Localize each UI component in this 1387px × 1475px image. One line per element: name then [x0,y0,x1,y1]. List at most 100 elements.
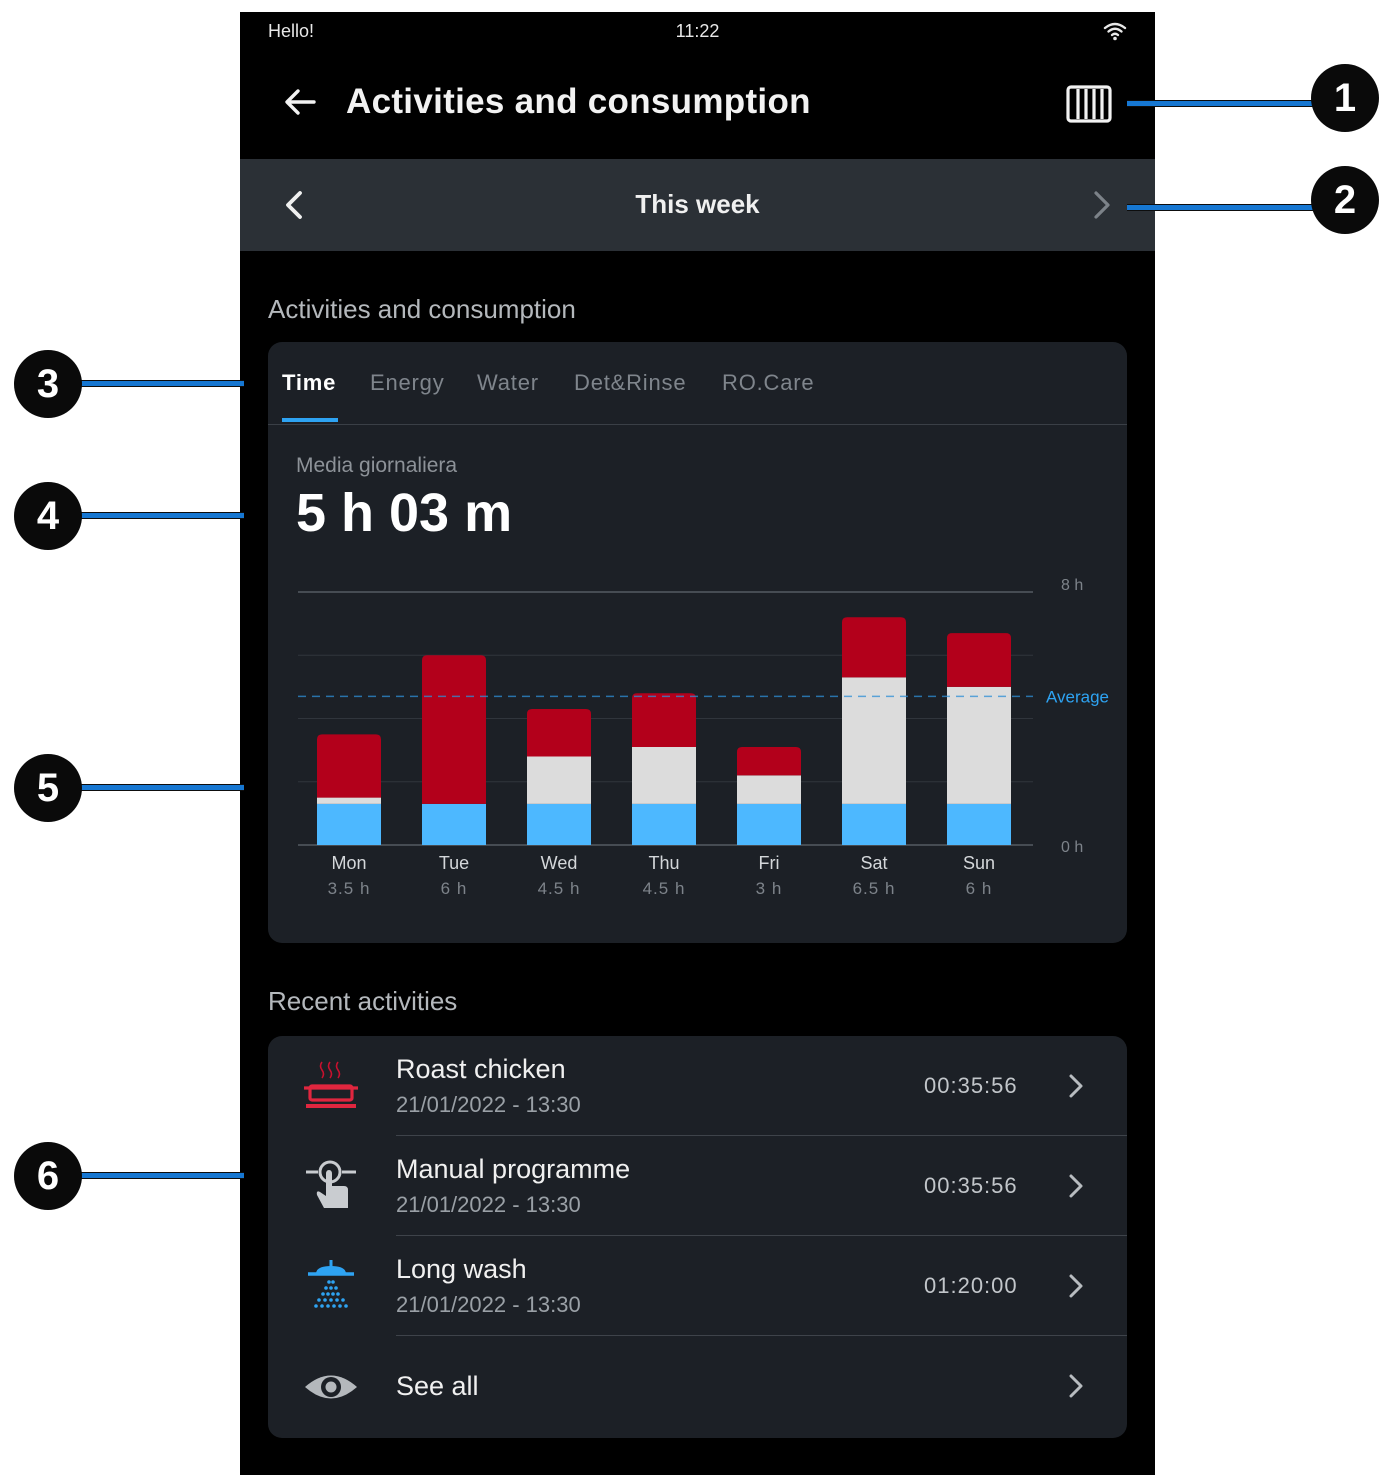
tab-time[interactable]: Time [282,370,337,395]
recent-section-title: Recent activities [268,986,458,1016]
bar-segment [527,756,591,804]
activity-title: Roast chicken [396,1054,566,1084]
bar-value-label: 3 h [756,879,783,898]
average-label: Average [1046,687,1109,706]
bar-segment [842,677,906,804]
callout-6: 6 [14,1142,82,1210]
bar-value-label: 6.5 h [853,879,896,898]
daily-average-caption: Media giornaliera [296,454,458,477]
roasting-pan-icon [304,1061,358,1108]
callout-line-5 [60,784,244,791]
active-tab-indicator [282,418,338,422]
bar-segment [527,709,591,757]
chevron-left-icon[interactable] [280,187,310,223]
x-category-label: Fri [759,853,780,873]
page-title: Activities and consumption [346,82,811,121]
callout-line-3 [60,380,244,387]
y-tick-label-min: 0 h [1061,839,1083,856]
callout-3: 3 [14,350,82,418]
chart-labels: 0 h 8 h Mon 3.5 h Tue 6 h Wed 4.5 h Thu 4.5 h Fri 3… [328,577,1084,898]
bar-segment [737,746,801,776]
recent-activities-list: Roast chicken 21/01/2022 - 13:30 00:35:5… [268,1036,1127,1438]
bar-value-label: 6 h [441,879,468,898]
bar-segment [632,803,696,845]
bar-segment [842,803,906,845]
see-all-row[interactable]: See all [268,1336,1127,1436]
y-tick-label-max: 8 h [1061,577,1083,594]
callout-line-4 [60,512,244,519]
bar-segment [632,746,696,804]
chart-bars [317,617,1011,845]
x-category-label: Sun [963,853,995,873]
activity-duration: 00:35:56 [924,1073,1018,1098]
x-category-label: Tue [439,853,469,873]
bar-segment [842,617,906,678]
bar-value-label: 4.5 h [643,879,686,898]
activity-row-roast-chicken[interactable]: Roast chicken 21/01/2022 - 13:30 00:35:5… [268,1036,1127,1136]
activity-date: 21/01/2022 - 13:30 [396,1292,581,1317]
tab-energy[interactable]: Energy [370,370,445,395]
activity-title: Manual programme [396,1154,631,1184]
device-screen: Hello! 11:22 Activities and consumption [240,12,1155,1475]
stats-section-title: Activities and consumption [268,294,576,324]
status-bar: Hello! 11:22 [240,12,1155,52]
activity-date: 21/01/2022 - 13:30 [396,1092,581,1117]
daily-average-value: 5 h 03 m [296,483,513,543]
weekly-time-chart: Average 0 h 8 h Mon 3.5 h Tue 6 h Wed 4.5 h Thu 4… [298,577,1109,898]
app-header: Activities and consumption [240,54,1155,158]
wifi-icon [1103,22,1127,41]
eye-icon [305,1375,357,1399]
row-divider [396,1235,1127,1236]
activity-date: 21/01/2022 - 13:30 [396,1192,581,1217]
chevron-right-icon [1069,1174,1083,1198]
stats-tabs: Time Energy Water Det&Rinse RO.Care [268,342,1127,425]
activity-duration: 01:20:00 [924,1273,1018,1298]
status-time: 11:22 [675,21,720,41]
machine-selector-icon[interactable] [1066,84,1112,124]
activity-row-manual-programme[interactable]: Manual programme 21/01/2022 - 13:30 00:3… [268,1136,1127,1236]
bar-value-label: 3.5 h [328,879,371,898]
period-label: This week [635,189,760,219]
chevron-right-icon [1069,1274,1083,1298]
x-category-label: Wed [541,853,578,873]
x-category-label: Thu [648,853,679,873]
bar-segment [422,655,486,804]
callout-line-1 [1127,100,1317,107]
callout-5: 5 [14,754,82,822]
callout-4: 4 [14,482,82,550]
activity-row-long-wash[interactable]: Long wash 21/01/2022 - 13:30 01:20:00 [268,1236,1127,1336]
bar-segment [317,797,381,804]
period-selector: This week [240,159,1155,251]
chevron-right-icon [1069,1374,1083,1398]
bar-segment [632,693,696,747]
activity-duration: 00:35:56 [924,1173,1018,1198]
bar-segment [947,803,1011,845]
bar-segment [947,686,1011,804]
bar-segment [527,803,591,845]
chevron-right-icon[interactable] [1086,187,1116,223]
chart-average: Average [298,687,1109,706]
chevron-right-icon [1069,1074,1083,1098]
callout-line-6 [60,1172,244,1179]
callout-1: 1 [1311,64,1379,132]
row-divider [396,1135,1127,1136]
bar-value-label: 4.5 h [538,879,581,898]
callout-line-2 [1127,204,1317,211]
bar-segment [422,803,486,845]
bar-segment [947,633,1011,687]
see-all-label: See all [396,1371,479,1401]
manual-touch-icon [306,1160,356,1208]
bar-segment [317,803,381,845]
bar-segment [317,734,381,798]
x-category-label: Sat [860,853,887,873]
tab-water[interactable]: Water [477,370,539,395]
bar-value-label: 6 h [966,879,993,898]
bar-segment [737,803,801,845]
x-category-label: Mon [331,853,366,873]
back-arrow-icon[interactable] [280,82,320,122]
row-divider [396,1335,1127,1336]
tab-det-rinse[interactable]: Det&Rinse [574,370,687,395]
tab-ro-care[interactable]: RO.Care [722,370,815,395]
wash-shower-icon [308,1260,354,1308]
